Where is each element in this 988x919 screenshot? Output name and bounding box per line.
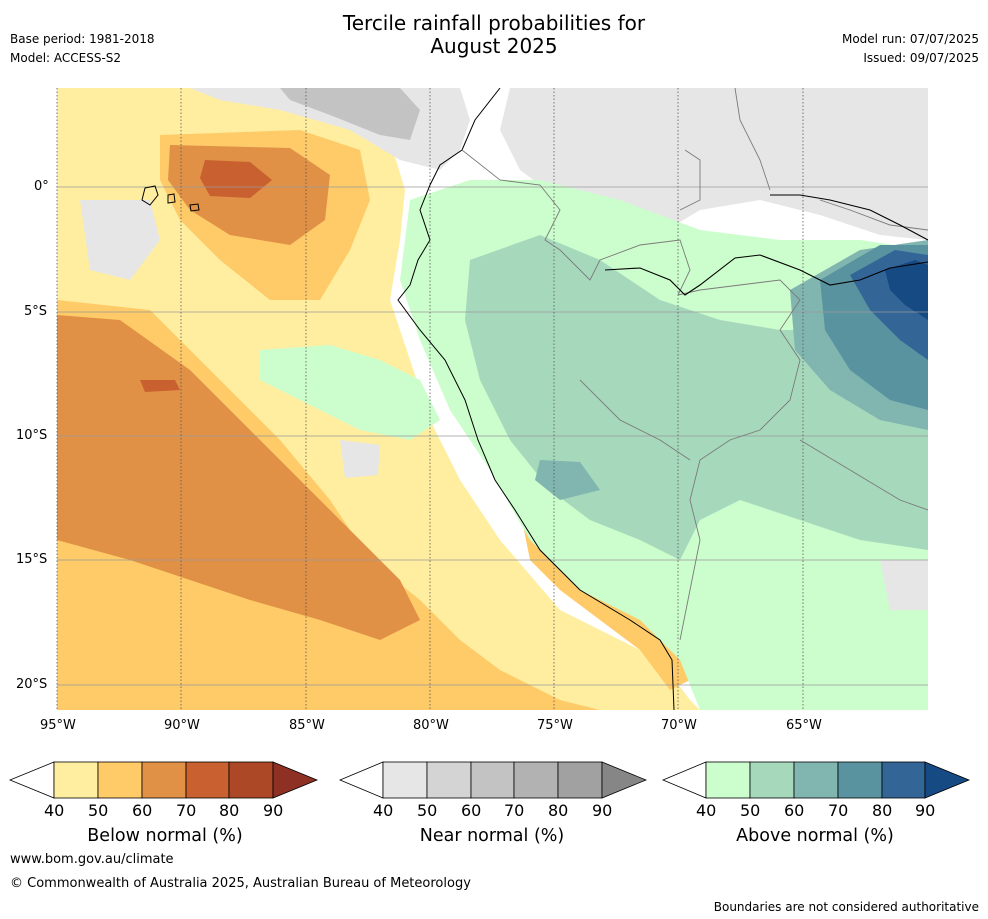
lon-tick-90w: 90°W (164, 718, 200, 733)
lat-tick-20s: 20°S (16, 677, 48, 692)
page-title: Tercile rainfall probabilities for Augus… (0, 12, 988, 58)
above-normal-60-patch (535, 460, 600, 500)
cb-below-label-80: 80 (219, 801, 240, 820)
near-normal-west (80, 200, 160, 280)
cb-above-label-80: 80 (872, 801, 893, 820)
lon-tick-70w: 70°W (661, 718, 697, 733)
river-amazon (604, 194, 928, 296)
colorbar-above-normal (661, 761, 971, 799)
cb-near-label-40: 40 (373, 801, 394, 820)
lat-tick-0: 0° (34, 179, 49, 194)
cb-below-label-90: 90 (263, 801, 284, 820)
model-run: Model run: 07/07/2025 (841, 32, 979, 46)
cb-near-label-50: 50 (417, 801, 438, 820)
lat-tick-5s: 5°S (24, 304, 48, 319)
cb-near-label-60: 60 (461, 801, 482, 820)
cb-above-label-50: 50 (740, 801, 761, 820)
cb-above-title: Above normal (%) (736, 826, 894, 846)
lat-tick-15s: 15°S (16, 552, 48, 567)
cb-below-label-40: 40 (44, 801, 65, 820)
cb-near-title: Near normal (%) (419, 826, 565, 846)
below-normal-70-north (200, 160, 272, 198)
lon-tick-85w: 85°W (289, 718, 325, 733)
cb-near-label-80: 80 (548, 801, 569, 820)
lon-tick-65w: 65°W (786, 718, 822, 733)
cb-above-label-60: 60 (784, 801, 805, 820)
lon-tick-95w: 95°W (40, 718, 76, 733)
near-normal-north-50 (280, 88, 420, 140)
cb-below-title: Below normal (%) (87, 826, 243, 846)
title-line-1: Tercile rainfall probabilities for (342, 11, 646, 35)
above-normal-40-west (260, 345, 440, 440)
lat-tick-10s: 10°S (16, 428, 48, 443)
cb-below-label-50: 50 (88, 801, 109, 820)
below-normal-70-spot (140, 380, 180, 392)
cb-above-label-90: 90 (915, 801, 936, 820)
title-line-2: August 2025 (430, 34, 558, 58)
cb-near-label-70: 70 (504, 801, 525, 820)
rainfall-map (56, 88, 928, 710)
coastline (397, 88, 675, 710)
colorbar-below-normal (8, 761, 319, 799)
colorbars (8, 761, 971, 799)
base-period: Base period: 1981-2018 (10, 32, 155, 46)
lon-tick-75w: 75°W (537, 718, 573, 733)
model-name: Model: ACCESS-S2 (10, 51, 122, 65)
cb-near-label-90: 90 (592, 801, 613, 820)
boundaries-disclaimer: Boundaries are not considered authoritat… (713, 900, 979, 914)
colorbar-near-normal (338, 761, 648, 799)
issued-date: Issued: 09/07/2025 (863, 51, 979, 65)
above-normal-90 (885, 260, 928, 320)
map-meridians (56, 88, 804, 710)
probability-field (57, 88, 928, 710)
copyright-notice: © Commonwealth of Australia 2025, Austra… (10, 876, 471, 891)
lon-tick-80w: 80°W (413, 718, 449, 733)
near-normal-se-patch (880, 560, 928, 610)
galapagos-islands (141, 185, 200, 212)
cb-above-label-40: 40 (696, 801, 717, 820)
map-gridlines (57, 186, 928, 686)
cb-above-label-70: 70 (828, 801, 849, 820)
website-link[interactable]: www.bom.gov.au/climate (10, 852, 174, 867)
below-normal-60-ocean (57, 315, 420, 640)
near-normal-sw-patch (340, 440, 380, 478)
cb-below-label-60: 60 (132, 801, 153, 820)
cb-below-label-70: 70 (176, 801, 197, 820)
country-borders (461, 88, 928, 641)
